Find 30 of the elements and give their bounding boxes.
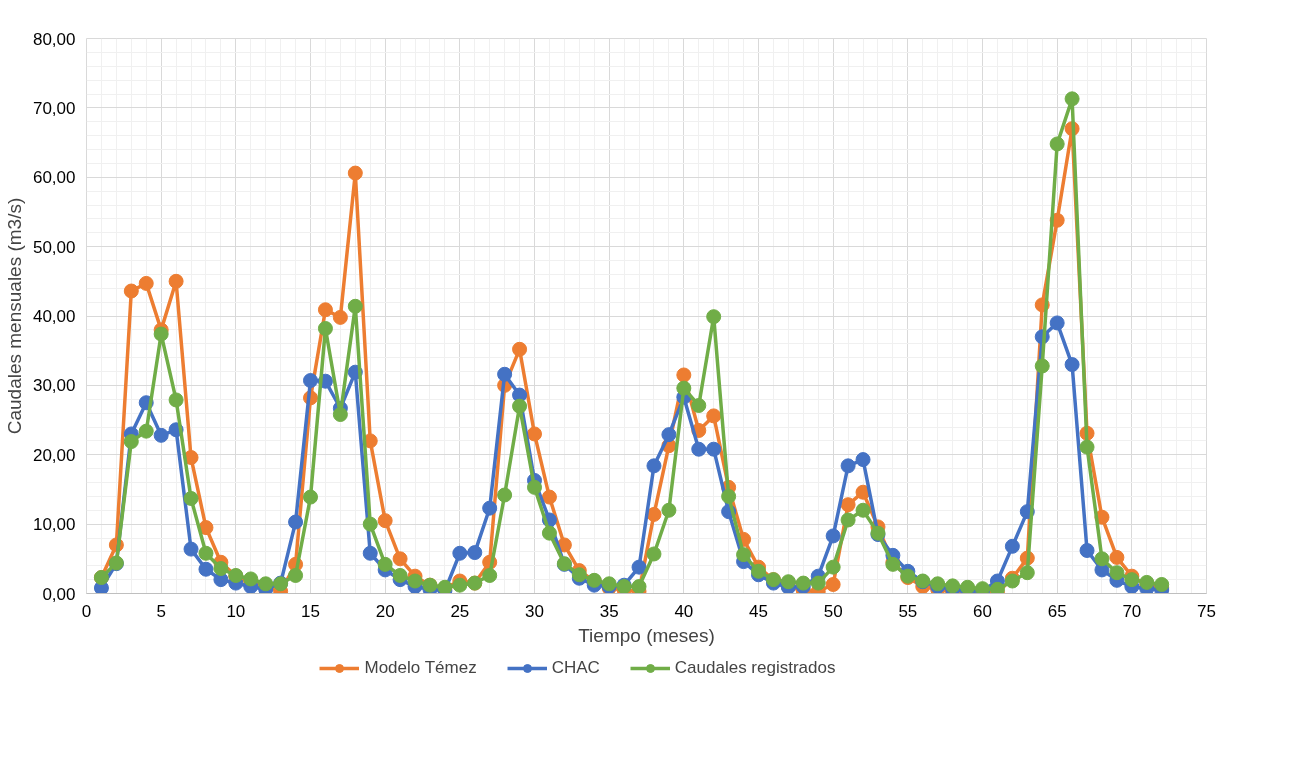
- y-tick-label: 60,00: [32, 168, 76, 188]
- x-tick-label: 20: [375, 601, 395, 621]
- legend-label: Modelo Témez: [364, 658, 477, 678]
- x-tick-label: 50: [823, 601, 843, 621]
- x-axis-title: Tiempo (meses): [578, 624, 715, 646]
- x-tick-label: 25: [450, 601, 470, 621]
- x-tick-label: 40: [674, 601, 694, 621]
- x-tick-label: 75: [1197, 601, 1216, 621]
- x-tick-label: 30: [525, 601, 544, 621]
- y-tick-label: 40,00: [32, 307, 76, 326]
- y-tick-label: 0,00: [42, 584, 76, 604]
- y-tick-label: 70,00: [32, 98, 76, 118]
- legend-label: Caudales registrados: [674, 658, 836, 678]
- x-tick-label: 60: [973, 601, 992, 621]
- x-tick-label: 70: [1122, 601, 1142, 621]
- y-tick-label: 30,00: [32, 376, 76, 396]
- x-tick-label: 15: [301, 601, 320, 621]
- y-tick-label: 20,00: [32, 445, 76, 465]
- y-tick-label: 10,00: [32, 515, 76, 535]
- y-tick-label: 80,00: [32, 29, 76, 49]
- x-tick-label: 0: [81, 601, 92, 621]
- x-tick-label: 35: [599, 601, 619, 621]
- y-axis-title: Caudales mensuales (m3/s): [3, 197, 25, 435]
- x-tick-label: 10: [226, 601, 246, 621]
- x-tick-label: 55: [898, 601, 918, 621]
- x-tick-label: 65: [1047, 601, 1067, 621]
- legend-label: CHAC: [551, 658, 600, 678]
- x-tick-label: 5: [156, 601, 166, 621]
- y-tick-label: 50,00: [32, 237, 76, 257]
- x-tick-label: 45: [749, 601, 768, 621]
